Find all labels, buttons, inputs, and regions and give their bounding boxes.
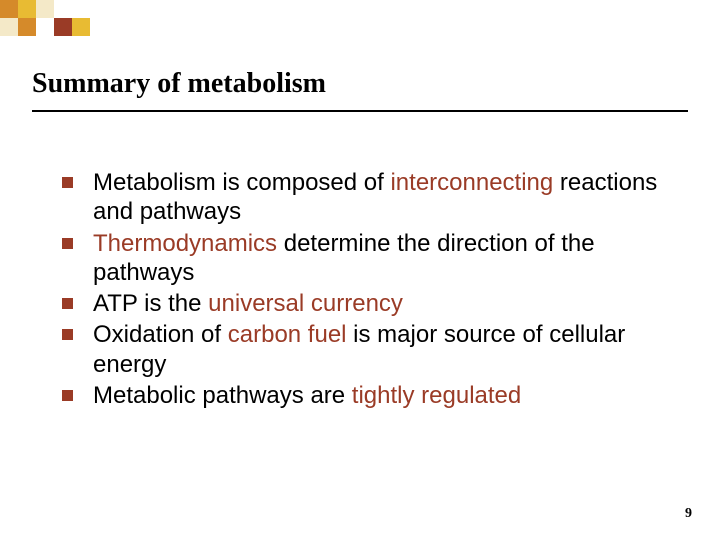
text-pre: Metabolic pathways are bbox=[93, 382, 352, 409]
decor-square bbox=[18, 0, 36, 18]
list-item-text: Metabolic pathways are tightly regulated bbox=[93, 381, 521, 410]
text-highlight: carbon fuel bbox=[228, 321, 347, 348]
slide-title: Summary of metabolism bbox=[32, 68, 688, 100]
list-item: Oxidation of carbon fuel is major source… bbox=[62, 320, 662, 379]
list-item-text: Metabolism is composed of interconnectin… bbox=[93, 168, 662, 227]
list-item: Metabolism is composed of interconnectin… bbox=[62, 168, 662, 227]
decor-square bbox=[72, 18, 90, 36]
bullet-icon bbox=[62, 298, 73, 309]
text-highlight: tightly regulated bbox=[352, 382, 521, 409]
text-highlight: Thermodynamics bbox=[93, 230, 277, 257]
decor-square bbox=[54, 18, 72, 36]
list-item: ATP is the universal currency bbox=[62, 289, 662, 318]
list-item-text: ATP is the universal currency bbox=[93, 289, 403, 318]
decor-square bbox=[0, 18, 18, 36]
decor-square bbox=[36, 0, 54, 18]
text-pre: Oxidation of bbox=[93, 321, 228, 348]
corner-decoration bbox=[0, 0, 720, 42]
decor-square bbox=[0, 0, 18, 18]
list-item-text: Oxidation of carbon fuel is major source… bbox=[93, 320, 662, 379]
bullet-list: Metabolism is composed of interconnectin… bbox=[62, 168, 662, 412]
bullet-icon bbox=[62, 390, 73, 401]
bullet-icon bbox=[62, 329, 73, 340]
decor-square bbox=[18, 18, 36, 36]
title-underline bbox=[32, 110, 688, 112]
text-highlight: interconnecting bbox=[390, 169, 553, 196]
list-item: Thermodynamics determine the direction o… bbox=[62, 229, 662, 288]
text-pre: Metabolism is composed of bbox=[93, 169, 390, 196]
page-number: 9 bbox=[685, 506, 692, 522]
title-wrap: Summary of metabolism bbox=[32, 68, 688, 100]
list-item: Metabolic pathways are tightly regulated bbox=[62, 381, 662, 410]
list-item-text: Thermodynamics determine the direction o… bbox=[93, 229, 662, 288]
bullet-icon bbox=[62, 177, 73, 188]
text-pre: ATP is the bbox=[93, 290, 208, 317]
text-highlight: universal currency bbox=[208, 290, 403, 317]
bullet-icon bbox=[62, 238, 73, 249]
